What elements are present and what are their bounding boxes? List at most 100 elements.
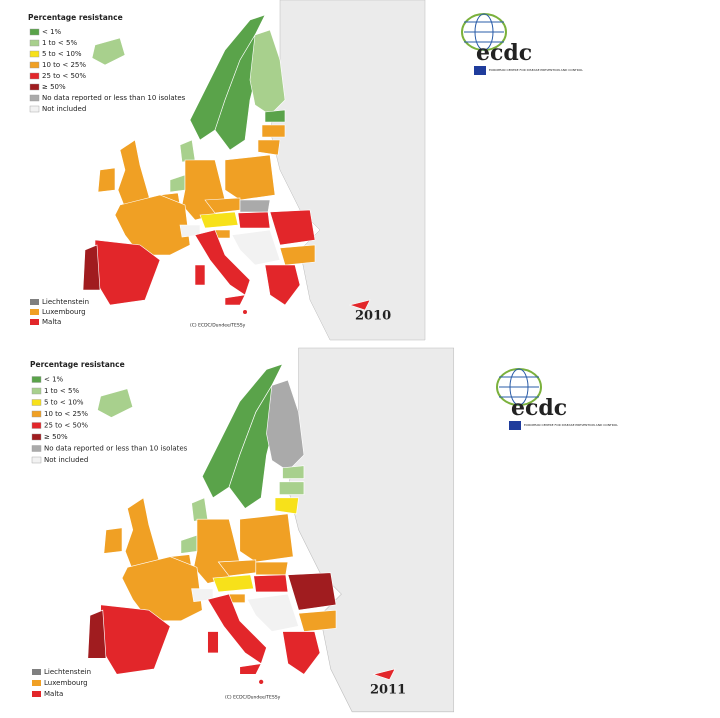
country-poland [224, 154, 276, 201]
country-iceland [97, 388, 134, 418]
country-france [114, 194, 191, 256]
logo-tagline: EUROPEAN CENTRE FOR DISEASE PREVENTION A… [524, 423, 618, 427]
country-malta [243, 310, 247, 314]
legend-swatch [29, 61, 40, 69]
small-state-swatch [30, 309, 39, 315]
legend-swatch [29, 39, 40, 47]
legend-swatch [31, 433, 42, 441]
country-romania [269, 209, 316, 246]
country-denmark [179, 139, 196, 163]
country-slovakia [255, 561, 289, 576]
logo: ecdc EUROPEAN CENTRE FOR DISEASE PREVENTI… [461, 13, 583, 75]
small-state-label: Liechtenstein [44, 668, 91, 676]
country-slovakia [239, 199, 271, 213]
eu-flag [474, 66, 486, 75]
logo-name: ecdc [511, 395, 567, 421]
country-estonia [282, 465, 305, 479]
legend-swatch [31, 456, 42, 464]
country-uk [124, 497, 160, 571]
country-malta [259, 679, 264, 684]
country-hungary [237, 211, 271, 229]
logo: ecdc EUROPEAN CENTRE FOR DISEASE PREVENTI… [496, 368, 618, 430]
legend-label: ≥ 50% [42, 83, 66, 91]
country-ireland [103, 527, 123, 554]
country-finland [266, 379, 305, 472]
legend-label: 1 to < 5% [44, 387, 79, 395]
country-netherlands [169, 174, 186, 193]
country-sardinia [207, 631, 219, 654]
country-hungary [253, 574, 289, 593]
country-bulgaria [298, 609, 337, 632]
legend-swatch [29, 94, 40, 102]
country-lithuania [257, 139, 281, 156]
credit: (C) ECDC/Dundee/TESSy [190, 323, 246, 329]
small-state-label: Malta [44, 690, 63, 698]
legend-label: 5 to < 10% [44, 399, 84, 407]
legend-swatch [31, 445, 42, 452]
country-sardinia [194, 264, 206, 286]
logo-tagline: EUROPEAN CENTRE FOR DISEASE PREVENTION A… [489, 68, 583, 72]
country-balkans [246, 593, 300, 632]
country-austria [212, 574, 255, 593]
legend-label: 25 to < 50% [42, 72, 86, 80]
legend-label: 5 to < 10% [42, 50, 82, 58]
small-state-swatch [32, 691, 41, 697]
legend-swatch [31, 387, 42, 395]
small-state-swatch [32, 669, 41, 675]
legend-label: 1 to < 5% [42, 39, 77, 47]
country-italy [194, 229, 251, 296]
logo-globe-meridian [509, 368, 529, 406]
legend-label: < 1% [44, 376, 64, 384]
legend-title: Percentage resistance [30, 360, 125, 369]
small-state-swatch [30, 299, 39, 305]
legend-swatch [31, 376, 42, 383]
country-latvia [261, 124, 286, 138]
legend-swatch [29, 72, 40, 80]
legend-title: Percentage resistance [28, 13, 123, 22]
country-finland [249, 29, 286, 116]
country-lithuania [274, 497, 299, 515]
credit: (C) ECDC/Dundee/TESSy [225, 695, 281, 701]
legend-label: No data reported or less than 10 isolate… [42, 94, 186, 102]
country-balkans [231, 229, 281, 266]
legend-swatch [29, 83, 40, 91]
country-greece [264, 264, 301, 306]
map [82, 0, 426, 341]
country-greece [282, 631, 321, 675]
legend-swatch [29, 50, 40, 58]
small-state-label: Luxembourg [42, 308, 86, 316]
legend-label: No data reported or less than 10 isolate… [44, 445, 188, 453]
legend-swatch [31, 422, 42, 429]
logo-globe-meridian [474, 13, 494, 51]
legend-label: < 1% [42, 28, 62, 36]
small-state-swatch [30, 319, 39, 325]
country-netherlands [180, 534, 198, 554]
country-poland [239, 513, 294, 563]
small-state-label: Malta [42, 318, 61, 326]
small-state-swatch [32, 680, 41, 686]
country-ireland [97, 167, 116, 193]
country-denmark [191, 497, 209, 522]
small-state-label: Luxembourg [44, 679, 88, 687]
year: 2011 [370, 683, 406, 698]
legend-label: 25 to < 50% [44, 422, 88, 430]
legend-label: Not included [42, 105, 86, 113]
legend-swatch [31, 399, 42, 406]
country-romania [287, 572, 337, 611]
country-italy [207, 593, 267, 665]
logo-name: ecdc [476, 40, 532, 66]
country-france [121, 556, 203, 622]
country-latvia [279, 481, 305, 495]
country-portugal [82, 244, 101, 291]
country-bulgaria [279, 244, 316, 266]
country-cyprus [348, 299, 371, 311]
country-sicily [224, 294, 246, 306]
legend-label: Not included [44, 456, 88, 464]
map [87, 347, 455, 713]
legend-label: 10 to < 25% [42, 61, 86, 69]
country-austria [199, 211, 239, 229]
country-iceland [91, 37, 126, 66]
legend-label: 10 to < 25% [44, 410, 88, 418]
country-sicily [239, 663, 262, 675]
